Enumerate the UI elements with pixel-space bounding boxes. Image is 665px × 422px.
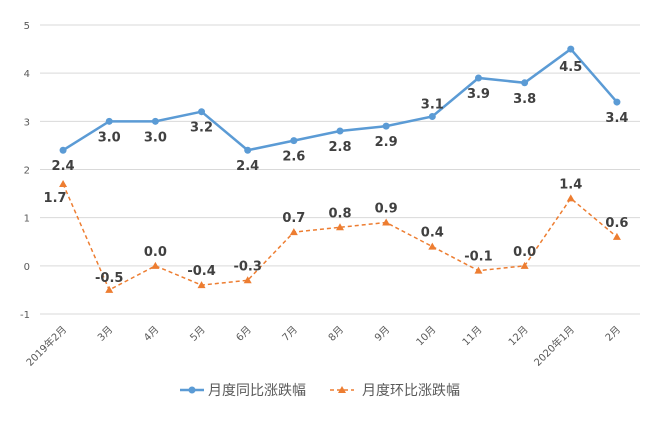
legend-marker-0 [188,386,196,394]
legend-marker-1 [338,386,346,393]
data-point [520,261,529,269]
data-point [567,45,575,53]
data-point [290,137,298,145]
data-point [566,194,575,202]
data-label: 3.0 [144,130,167,145]
data-point [59,146,67,154]
x-tick-label: 7月 [280,324,300,344]
data-point [474,266,483,274]
data-label: -0.3 [233,259,261,274]
data-label: 3.2 [190,121,213,136]
x-tick-label: 5月 [188,324,208,344]
y-tick-label: 1 [24,214,30,225]
data-label: 0.6 [605,216,628,231]
x-tick-label: 4月 [141,324,161,344]
x-tick-label: 12月 [506,324,531,349]
data-label: 2.9 [375,135,398,150]
data-label: 3.9 [467,87,490,102]
data-label: 0.9 [375,201,398,216]
data-label: 0.0 [144,245,167,260]
y-tick-label: 0 [24,262,30,273]
y-tick-label: 3 [24,117,30,128]
y-tick-label: 2 [24,166,30,177]
x-tick-label: 2月 [603,324,623,344]
data-label: 2.6 [282,150,305,165]
data-label: 2.4 [52,159,75,174]
data-label: 3.0 [98,130,121,145]
data-point [197,281,206,289]
data-point [105,117,113,125]
data-label: 1.7 [44,191,67,206]
x-tick-label: 9月 [372,324,392,344]
data-label: 3.4 [605,111,628,126]
data-point [198,108,206,116]
data-label: 2.8 [328,140,351,155]
data-label: -0.1 [464,250,492,265]
data-point [612,232,621,240]
data-point [382,218,391,226]
data-label: 1.4 [559,177,582,192]
x-tick-label: 2020年1月 [531,323,577,369]
x-tick-label: 6月 [234,324,254,344]
data-label: 0.8 [328,206,351,221]
legend-label-0: 月度同比涨跌幅 [208,383,306,399]
data-point [105,285,114,293]
data-label: 0.4 [421,226,444,241]
data-point [613,98,621,106]
data-label: 3.1 [421,98,444,113]
data-point [244,146,252,154]
x-tick-label: 8月 [326,324,346,344]
data-point [336,223,344,231]
data-point [521,79,529,87]
data-point [382,122,390,130]
data-point [428,242,437,250]
data-label: 4.5 [559,60,582,75]
data-point [474,74,482,82]
data-label: 3.8 [513,92,536,107]
y-tick-label: 4 [24,69,30,80]
y-tick-label: -1 [20,310,30,321]
data-point [289,228,298,236]
data-point [59,179,68,187]
x-tick-label: 10月 [414,324,439,349]
data-point [428,113,436,121]
data-label: 0.7 [282,211,305,226]
data-point [243,276,252,284]
data-point [336,127,344,135]
data-label: -0.5 [95,271,123,286]
data-label: 2.4 [236,159,259,174]
data-point [151,117,159,125]
legend-label-1: 月度环比涨跌幅 [362,383,460,399]
series-line-1 [62,183,618,291]
x-tick-label: 11月 [460,324,485,349]
data-point [151,261,160,269]
data-label: 0.0 [513,245,536,260]
x-tick-label: 2019年2月 [23,323,69,369]
y-tick-label: 5 [24,21,30,32]
x-tick-label: 3月 [95,324,115,344]
data-label: -0.4 [187,264,215,279]
